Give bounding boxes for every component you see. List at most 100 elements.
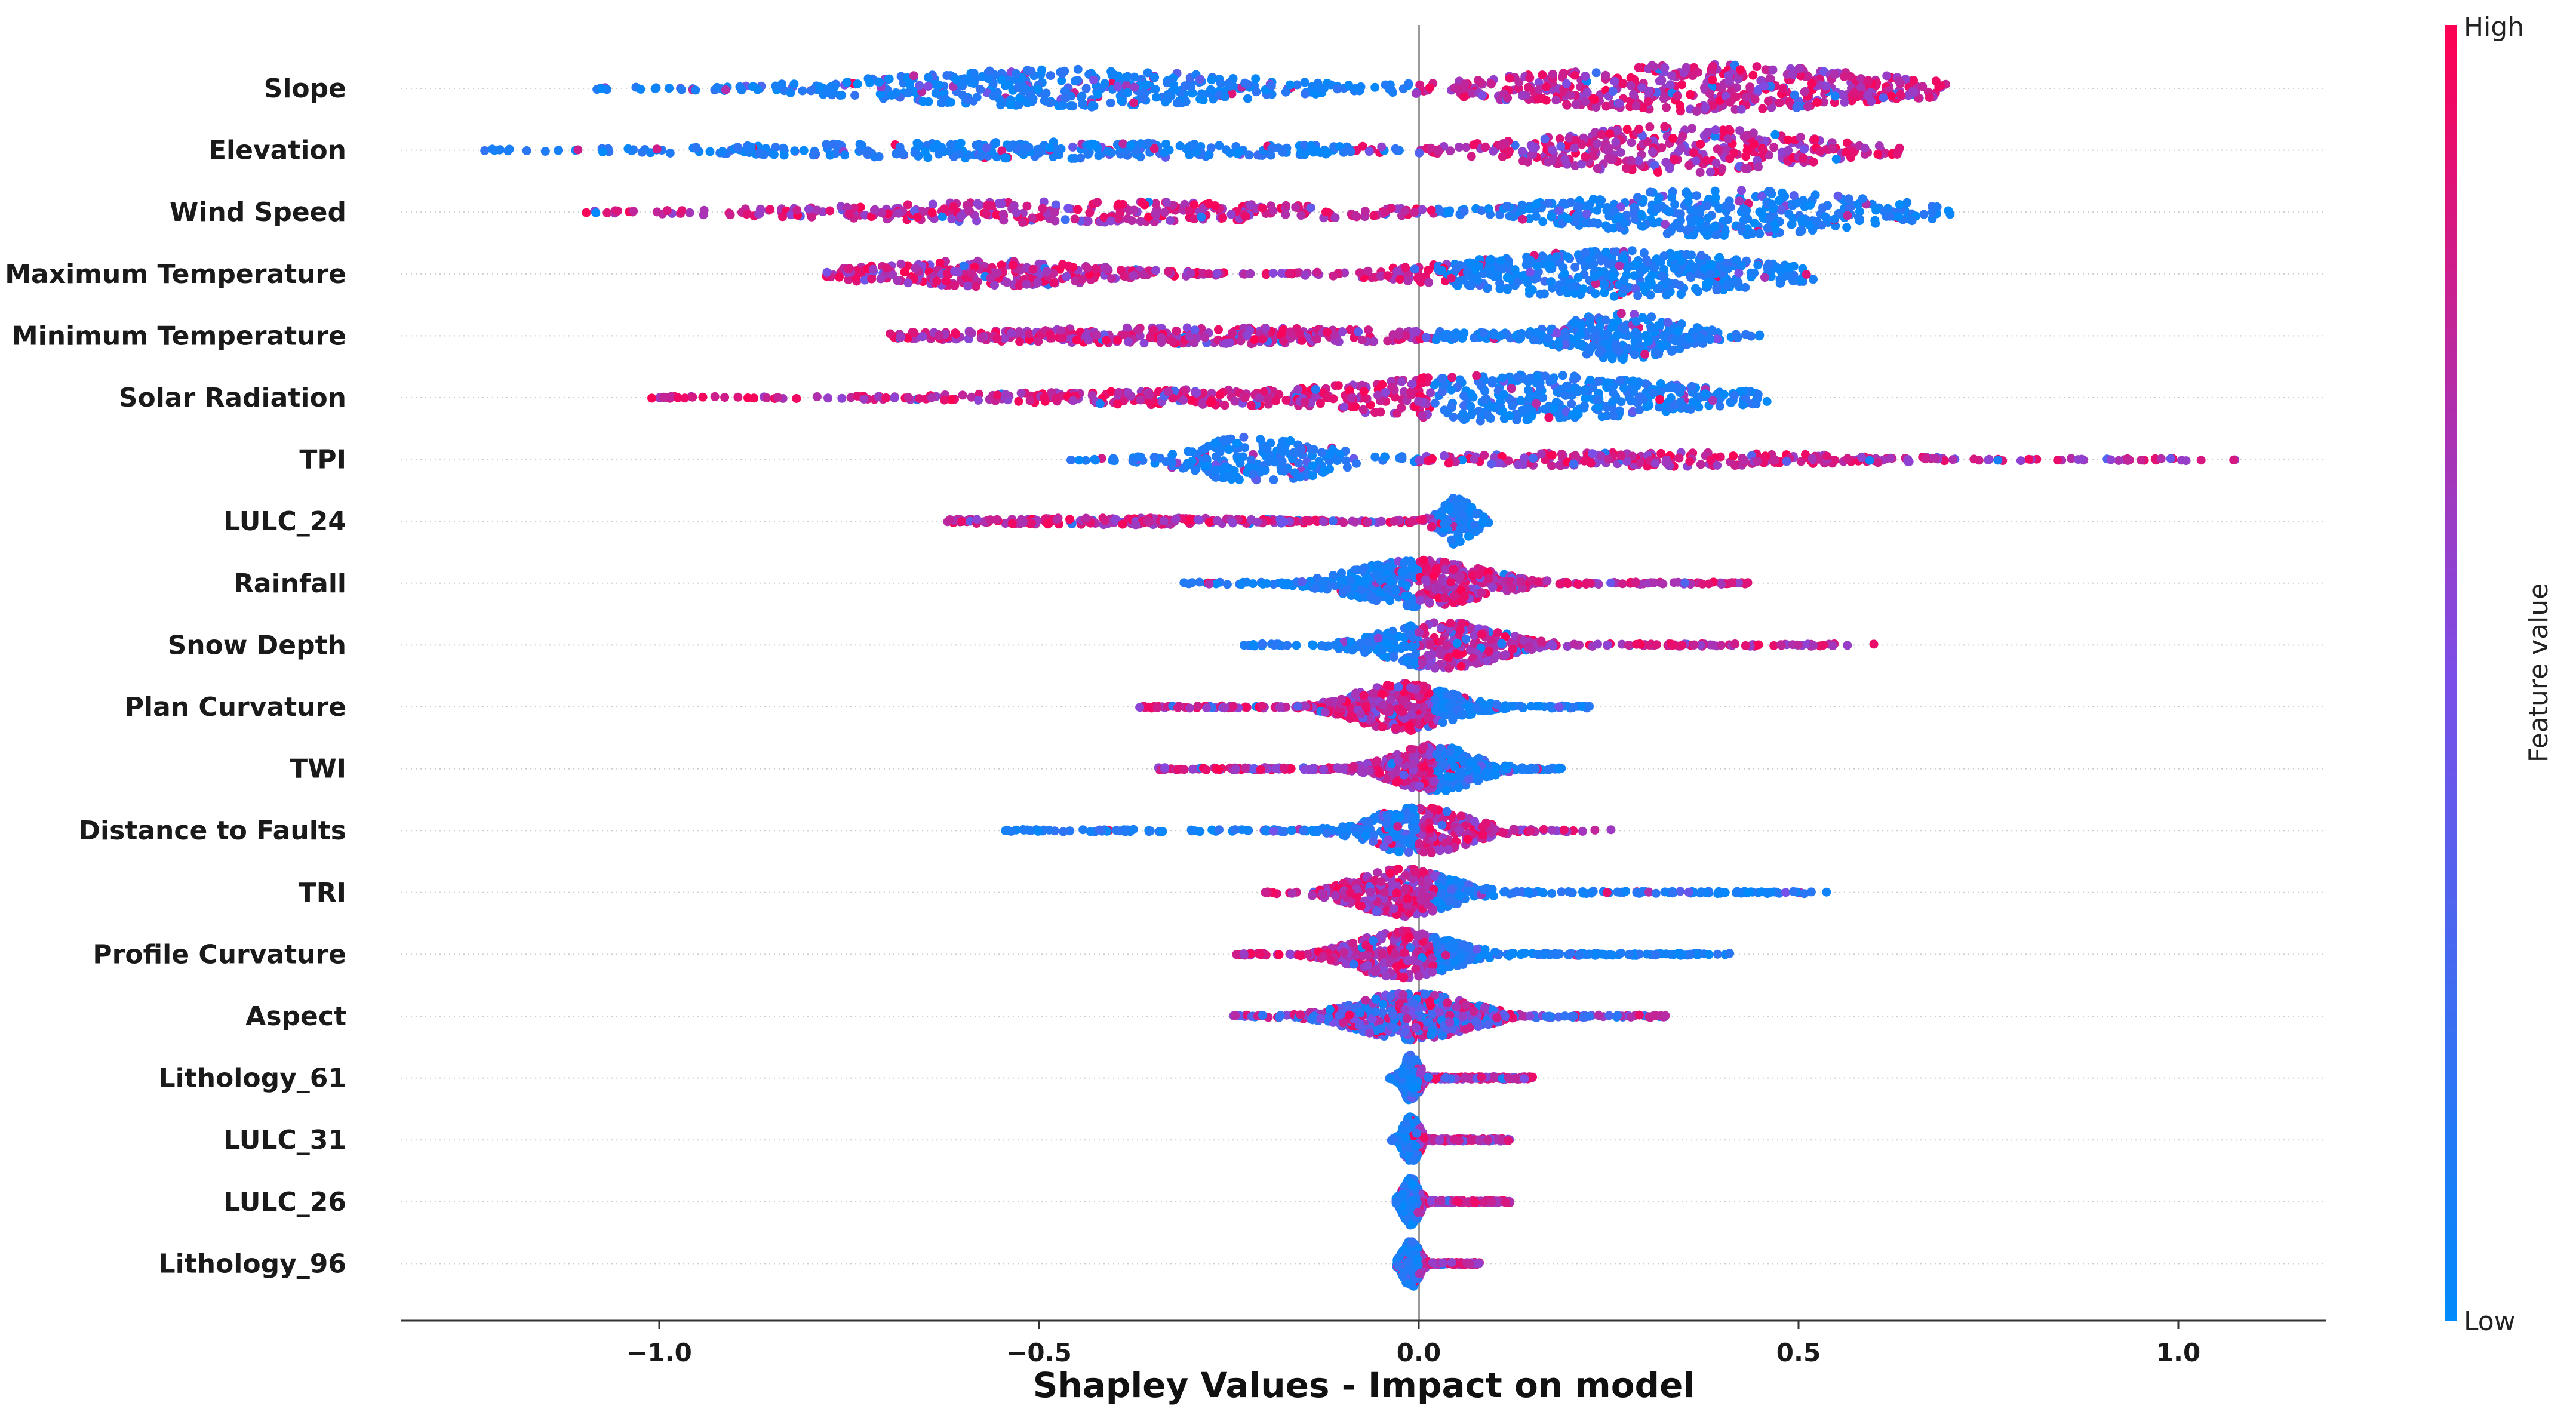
shap-point: [1033, 278, 1043, 287]
shap-point: [1118, 139, 1128, 149]
shap-point: [2024, 454, 2034, 464]
shap-point: [1611, 137, 1621, 147]
shap-point: [1870, 216, 1880, 225]
shap-point: [1619, 383, 1629, 393]
shap-point: [597, 84, 606, 94]
shap-point: [1243, 79, 1253, 89]
shap-point: [1180, 81, 1189, 91]
shap-point: [1605, 129, 1615, 139]
shap-point: [806, 86, 816, 96]
shap-point: [1083, 263, 1092, 273]
shap-point: [1686, 272, 1695, 281]
shap-point: [983, 74, 993, 84]
shap-point: [1370, 408, 1379, 417]
shap-point: [840, 150, 850, 160]
shap-point: [1508, 212, 1518, 222]
shap-point: [1040, 393, 1049, 402]
shap-point: [1139, 88, 1148, 97]
shap-point: [1775, 99, 1784, 107]
shap-point: [1062, 272, 1071, 281]
shap-point: [1268, 206, 1278, 216]
shap-point: [1339, 402, 1349, 412]
shap-point: [1315, 84, 1325, 93]
shap-point: [1626, 156, 1636, 165]
shap-point: [1495, 284, 1505, 294]
shap-point: [1416, 273, 1425, 283]
shap-point: [726, 210, 735, 220]
shap-point: [859, 395, 869, 404]
shap-point: [1800, 87, 1809, 97]
shap-point: [1521, 404, 1531, 414]
shap-point: [698, 392, 708, 402]
shap-point: [1486, 269, 1495, 279]
shap-point: [1226, 210, 1236, 219]
shap-point: [1649, 219, 1659, 228]
shap-point: [1435, 205, 1445, 215]
shap-point: [899, 150, 908, 159]
shap-point: [1243, 94, 1252, 103]
shap-point: [986, 273, 995, 283]
shap-point: [2077, 454, 2086, 464]
shap-point: [1498, 407, 1508, 416]
shap-point: [1239, 432, 1249, 442]
shap-point: [1894, 76, 1904, 86]
shap-point: [1581, 248, 1590, 257]
shap-point: [1190, 466, 1200, 475]
shap-point: [992, 334, 1002, 343]
shap-point: [1121, 81, 1131, 90]
shap-point: [1218, 213, 1228, 223]
shap-point: [896, 259, 906, 269]
shap-point: [1822, 451, 1831, 461]
shap-point: [779, 150, 789, 160]
shap-point: [1776, 266, 1785, 276]
shap-point: [1246, 269, 1255, 278]
shap-point: [1126, 140, 1136, 150]
shap-point: [1749, 140, 1759, 149]
shap-point: [884, 74, 894, 84]
shap-point: [1631, 328, 1640, 337]
shap-point: [1768, 65, 1778, 75]
shap-point: [1665, 80, 1675, 90]
shap-point: [1552, 252, 1561, 262]
shap-point: [1667, 346, 1677, 355]
shap-point: [1646, 290, 1655, 300]
shap-point: [1018, 147, 1028, 157]
shap-point: [1397, 377, 1406, 386]
shap-point: [1751, 399, 1761, 409]
shap-point: [1000, 153, 1009, 163]
shap-point: [1895, 200, 1904, 209]
shap-point: [1400, 263, 1410, 272]
shap-point: [673, 393, 683, 402]
shap-point: [804, 204, 813, 214]
shap-point: [1797, 215, 1807, 224]
shap-point: [1818, 203, 1827, 213]
shap-point: [1661, 457, 1671, 467]
shap-point: [1573, 410, 1583, 419]
shap-point: [1165, 216, 1175, 225]
shap-point: [1071, 76, 1080, 86]
shap-point: [759, 150, 769, 159]
shap-point: [1164, 387, 1173, 396]
shap-point: [1015, 337, 1025, 346]
shap-point: [842, 78, 852, 87]
shap-point: [1858, 194, 1867, 204]
shap-point: [1735, 196, 1744, 206]
shap-point: [1713, 461, 1722, 470]
shap-point: [1113, 399, 1123, 409]
shap-point: [875, 78, 884, 87]
feature-points: [1066, 432, 2240, 485]
shap-point: [1547, 212, 1556, 222]
shap-point: [1210, 438, 1220, 448]
shap-point: [1330, 213, 1340, 222]
shap-point: [1049, 278, 1059, 288]
shap-point: [1443, 408, 1452, 418]
shap-point: [1001, 390, 1010, 399]
shap-point: [1103, 264, 1112, 273]
shap-point: [1502, 201, 1511, 211]
shap-point: [1993, 456, 2003, 465]
shap-point: [1152, 93, 1161, 102]
shap-point: [1415, 148, 1424, 158]
shap-point: [1333, 84, 1342, 94]
shap-point: [1658, 272, 1667, 281]
shap-point: [1258, 334, 1267, 344]
